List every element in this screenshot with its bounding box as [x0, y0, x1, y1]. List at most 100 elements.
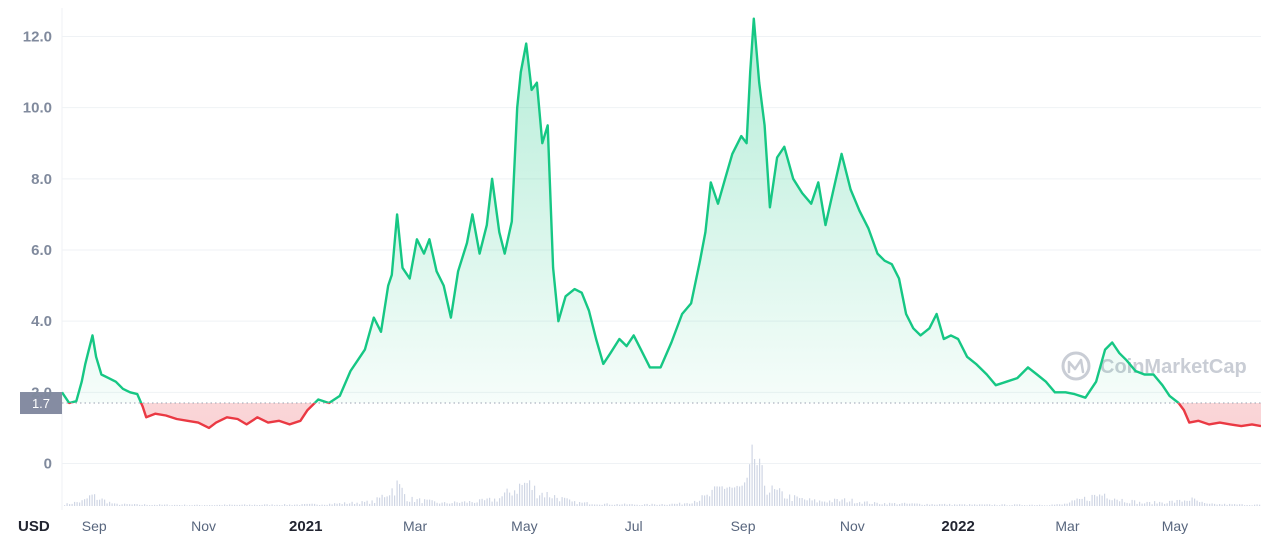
- volume-bar-251: [691, 503, 693, 506]
- volume-bar-306: [829, 500, 831, 506]
- volume-bar-86: [279, 505, 281, 506]
- volume-bar-437: [1156, 503, 1158, 506]
- volume-bar-455: [1201, 501, 1203, 506]
- volume-bar-35: [151, 505, 153, 506]
- reference-price-text: 1.7: [32, 396, 50, 411]
- volume-bar-175: [501, 496, 503, 506]
- volume-bar-316: [854, 503, 856, 506]
- volume-bar-80: [264, 504, 266, 506]
- volume-bar-308: [834, 498, 836, 506]
- volume-bar-478: [1259, 504, 1261, 506]
- volume-bar-329: [886, 504, 888, 506]
- volume-bar-269: [736, 485, 738, 506]
- volume-bar-154: [449, 503, 451, 506]
- volume-bar-475: [1251, 505, 1253, 506]
- y-tick-label: 0: [44, 456, 52, 473]
- volume-bar-224: [624, 503, 626, 506]
- volume-bar-237: [656, 504, 658, 506]
- volume-bar-148: [434, 501, 436, 506]
- volume-bar-403: [1071, 500, 1073, 506]
- volume-bar-140: [414, 502, 416, 506]
- volume-bar-0: [64, 505, 66, 506]
- volume-bar-227: [631, 504, 633, 506]
- volume-bar-313: [846, 502, 848, 506]
- volume-bar-45: [176, 504, 178, 506]
- volume-bar-341: [916, 503, 918, 506]
- volume-bar-105: [326, 504, 328, 506]
- volume-bar-431: [1141, 503, 1143, 506]
- volume-bar-36: [154, 504, 156, 506]
- volume-bar-444: [1174, 502, 1176, 506]
- volume-bar-388: [1034, 505, 1036, 506]
- volume-bar-193: [546, 492, 548, 506]
- volume-bar-204: [574, 501, 576, 506]
- volume-bar-24: [124, 503, 126, 506]
- volume-bar-457: [1206, 503, 1208, 506]
- volume-bar-320: [864, 501, 866, 506]
- volume-bar-17: [106, 503, 108, 506]
- volume-bar-46: [179, 505, 181, 506]
- volume-bar-3: [71, 503, 73, 506]
- volume-bar-68: [234, 504, 236, 506]
- volume-bar-229: [636, 504, 638, 506]
- volume-bar-365: [976, 504, 978, 506]
- volume-bar-272: [744, 482, 746, 506]
- volume-bar-259: [711, 489, 713, 506]
- volume-bar-317: [856, 503, 858, 506]
- volume-bar-436: [1154, 501, 1156, 506]
- volume-bar-115: [351, 501, 353, 506]
- volume-bar-307: [831, 502, 833, 506]
- volume-bar-138: [409, 501, 411, 506]
- volume-bar-477: [1256, 504, 1258, 506]
- currency-label: USD: [18, 518, 50, 535]
- volume-bar-194: [549, 497, 551, 506]
- volume-bar-139: [411, 496, 413, 506]
- volume-bar-126: [379, 497, 381, 506]
- volume-bar-408: [1084, 496, 1086, 506]
- volume-bar-421: [1116, 499, 1118, 506]
- x-tick-label: Jul: [625, 518, 643, 534]
- volume-bar-55: [201, 505, 203, 506]
- volume-bar-43: [171, 505, 173, 506]
- volume-bar-371: [991, 505, 993, 506]
- volume-bar-133: [396, 480, 398, 506]
- volume-bar-419: [1111, 500, 1113, 506]
- volume-bar-298: [809, 498, 811, 506]
- volume-bar-462: [1219, 504, 1221, 506]
- volume-bar-391: [1041, 505, 1043, 506]
- volume-bar-95: [301, 504, 303, 506]
- volume-bar-246: [679, 502, 681, 506]
- volume-bar-64: [224, 504, 226, 506]
- volume-bar-195: [551, 498, 553, 506]
- volume-bar-218: [609, 504, 611, 506]
- volume-bar-206: [579, 502, 581, 506]
- volume-bar-231: [641, 505, 643, 506]
- volume-bar-470: [1239, 504, 1241, 506]
- volume-bar-351: [941, 504, 943, 506]
- volume-bar-19: [111, 503, 113, 506]
- volume-bar-47: [181, 505, 183, 506]
- volume-bar-96: [304, 504, 306, 506]
- volume-bar-199: [561, 497, 563, 506]
- volume-bar-346: [929, 504, 931, 506]
- volume-bar-398: [1059, 504, 1061, 506]
- volume-bar-292: [794, 495, 796, 506]
- volume-bar-26: [129, 504, 131, 506]
- volume-bar-278: [759, 458, 761, 506]
- volume-bar-443: [1171, 500, 1173, 506]
- volume-bar-128: [384, 497, 386, 506]
- volume-bar-97: [306, 503, 308, 506]
- volume-bar-335: [901, 503, 903, 506]
- volume-bar-404: [1074, 500, 1076, 506]
- volume-bar-25: [126, 504, 128, 506]
- volume-bar-75: [251, 505, 253, 506]
- volume-bar-73: [246, 505, 248, 506]
- volume-bar-51: [191, 505, 193, 506]
- volume-bar-440: [1164, 503, 1166, 506]
- volume-bar-129: [386, 496, 388, 506]
- volume-bar-213: [596, 504, 598, 506]
- volume-bar-322: [869, 503, 871, 506]
- volume-bar-327: [881, 504, 883, 506]
- volume-bar-198: [559, 501, 561, 506]
- volume-bar-146: [429, 499, 431, 506]
